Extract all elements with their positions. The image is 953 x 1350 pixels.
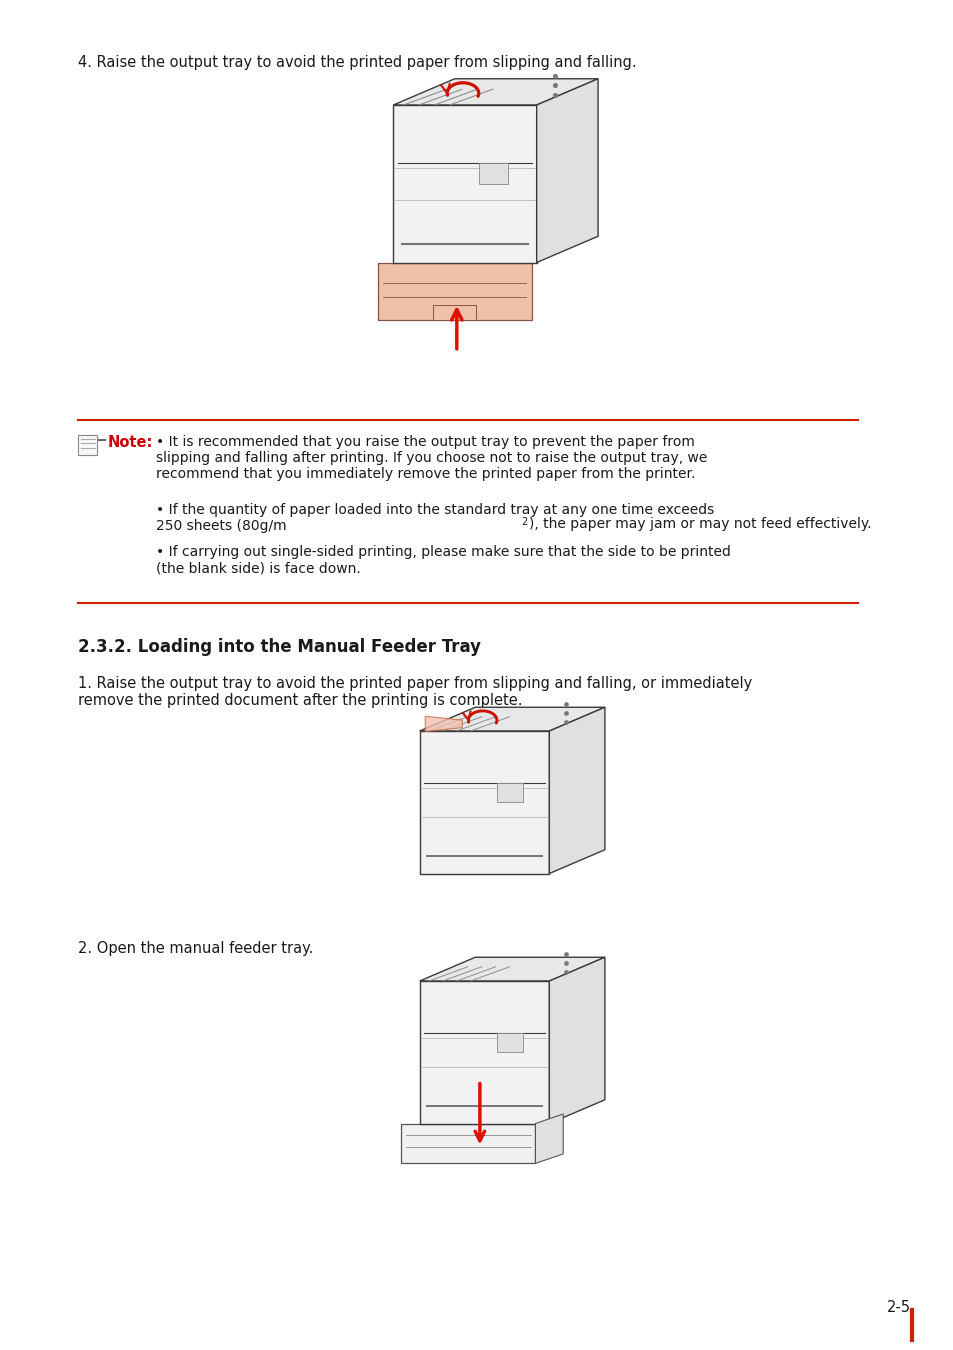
Polygon shape xyxy=(425,717,462,732)
Text: • It is recommended that you raise the output tray to prevent the paper from
sli: • It is recommended that you raise the o… xyxy=(156,435,706,482)
Polygon shape xyxy=(535,1114,562,1164)
Bar xyxy=(401,1123,535,1164)
Polygon shape xyxy=(419,957,604,981)
Text: 1. Raise the output tray to avoid the printed paper from slipping and falling, o: 1. Raise the output tray to avoid the pr… xyxy=(78,676,752,709)
Text: • If carrying out single-sided printing, please make sure that the side to be pr: • If carrying out single-sided printing,… xyxy=(156,545,730,575)
Polygon shape xyxy=(549,957,604,1123)
Bar xyxy=(497,1033,523,1052)
Text: ), the paper may jam or may not feed effectively.: ), the paper may jam or may not feed eff… xyxy=(529,517,871,531)
Bar xyxy=(393,105,537,262)
Text: Note:: Note: xyxy=(107,435,152,450)
Polygon shape xyxy=(419,707,604,730)
Bar xyxy=(419,730,549,873)
Text: 4. Raise the output tray to avoid the printed paper from slipping and falling.: 4. Raise the output tray to avoid the pr… xyxy=(78,55,636,70)
Text: 2-5: 2-5 xyxy=(886,1300,910,1315)
Bar xyxy=(377,262,531,320)
Text: • If the quantity of paper loaded into the standard tray at any one time exceeds: • If the quantity of paper loaded into t… xyxy=(156,504,714,533)
Text: 2.3.2. Loading into the Manual Feeder Tray: 2.3.2. Loading into the Manual Feeder Tr… xyxy=(78,639,480,656)
Bar xyxy=(78,435,97,455)
Text: 2. Open the manual feeder tray.: 2. Open the manual feeder tray. xyxy=(78,941,313,956)
Bar xyxy=(419,981,549,1123)
Bar xyxy=(497,783,523,802)
Polygon shape xyxy=(537,78,598,262)
Text: 2: 2 xyxy=(521,517,527,526)
Bar xyxy=(478,163,507,184)
Polygon shape xyxy=(549,707,604,873)
Polygon shape xyxy=(393,78,598,105)
Bar xyxy=(433,305,476,320)
